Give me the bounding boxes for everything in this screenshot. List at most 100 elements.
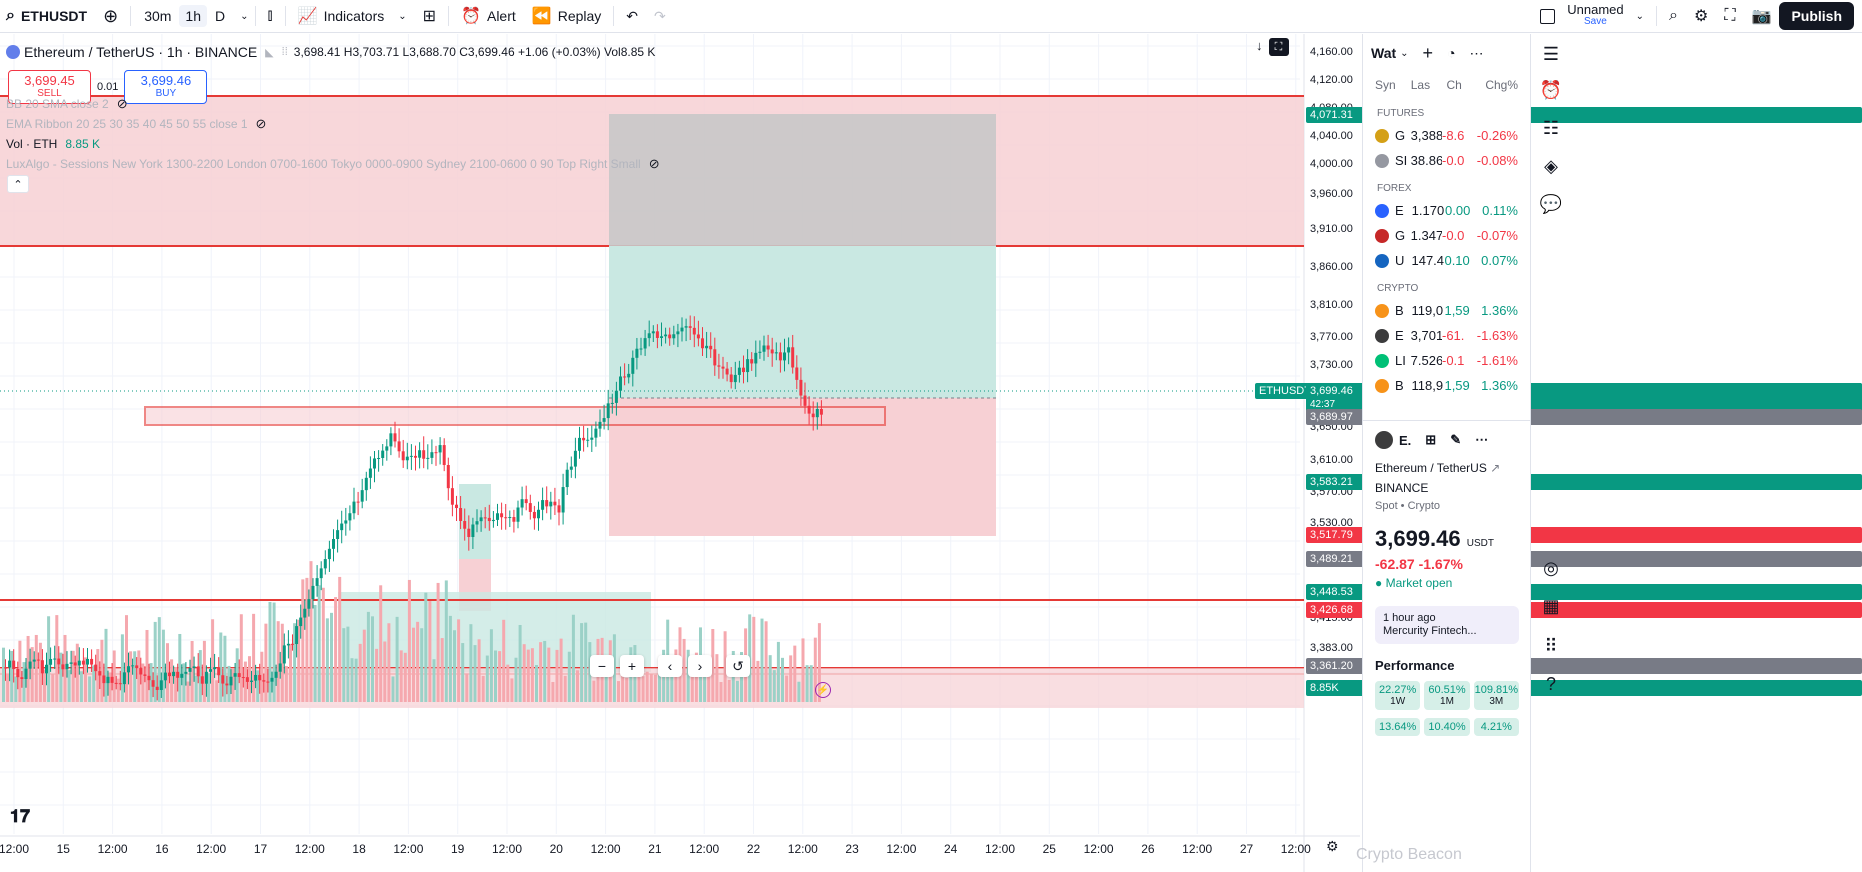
zoom-out-icon[interactable]: − [590, 655, 614, 677]
fullscreen-button[interactable]: ⛶ [1716, 0, 1743, 33]
chart-type-button[interactable]: ⫾ [260, 0, 281, 33]
watchlist-row[interactable]: E 3,701 -61. -1.63% [1363, 323, 1530, 348]
alert-button[interactable]: ⏰ Alert [453, 0, 524, 33]
timeframe-30m[interactable]: 30m [144, 8, 172, 24]
perf-cell-3m[interactable]: 109.81% 3M [1473, 681, 1519, 710]
add-symbol-icon[interactable]: + [1422, 42, 1434, 63]
reset-icon[interactable]: ↺ [726, 655, 750, 677]
scroll-down-icon[interactable]: ↓ [1256, 38, 1263, 53]
chevron-down-icon[interactable]: ⌄ [1635, 10, 1644, 22]
perf-cell-1w[interactable]: 22.27% 1W [1375, 681, 1421, 710]
watchlist-title[interactable]: Wat [1371, 45, 1397, 61]
lightning-icon[interactable]: ⚡ [815, 682, 831, 698]
apps-icon[interactable]: ⠿ [1544, 635, 1558, 656]
help-icon[interactable]: ? [1545, 673, 1556, 694]
indicators-button[interactable]: 📈 Indicators ⌄ [290, 0, 415, 33]
chart-pane[interactable] [0, 34, 1548, 872]
watchlist-group-crypto[interactable]: CRYPTO [1377, 283, 1419, 294]
details-symbol[interactable]: E. [1375, 431, 1411, 449]
symbol-search[interactable]: ⌕ ETHUSDT [0, 0, 95, 33]
column-change-pct[interactable]: Chg% [1485, 78, 1518, 92]
watchlist-row[interactable]: G 1.347 -0.0 -0.07% [1363, 223, 1530, 248]
watchlist-group-forex[interactable]: FOREX [1377, 183, 1412, 194]
perf-cell-1m[interactable]: 60.51% 1M [1424, 681, 1470, 710]
add-list-icon[interactable]: ☷ [1542, 117, 1560, 138]
eye-off-icon[interactable]: ⊘ [255, 116, 267, 131]
candle-body [795, 367, 799, 380]
news-item[interactable]: 1 hour ago Mercurity Fintech... [1375, 606, 1519, 644]
row-change: -8.6 [1441, 128, 1465, 143]
zoom-in-icon[interactable]: + [620, 655, 644, 677]
scroll-left-icon[interactable]: ‹ [658, 655, 682, 677]
snapshot-button[interactable]: 📷 [1744, 0, 1780, 33]
volume-bar [379, 585, 383, 702]
eye-off-icon[interactable]: ⊘ [648, 156, 660, 171]
watchlist-row[interactable]: U 147.4 0.10 0.07% [1363, 248, 1530, 273]
fullscreen-icon[interactable]: ⛶ [1268, 38, 1289, 56]
perf-cell[interactable]: 4.21% [1473, 718, 1519, 736]
sell-button[interactable]: 3,699.45 SELL [8, 70, 91, 104]
watchlist-row[interactable]: G 3,388 -8.6 -0.26% [1363, 123, 1530, 148]
publish-button[interactable]: Publish [1779, 2, 1854, 30]
indicator-bb[interactable]: BB 20 SMA close 2 ⊘ [6, 96, 128, 112]
candle-body [393, 433, 397, 442]
volume-bar [145, 629, 149, 702]
indicator-luxalgo[interactable]: LuxAlgo - Sessions New York 1300-2200 Lo… [6, 156, 660, 172]
buy-button[interactable]: 3,699.46 BUY [124, 70, 208, 104]
volume-bar [18, 640, 22, 702]
collapse-legend-button[interactable]: ⌃ [7, 175, 29, 193]
grid-icon[interactable]: ⊞ [1425, 432, 1437, 447]
perf-cell[interactable]: 13.64% [1375, 718, 1421, 736]
chevron-down-icon[interactable]: ⌄ [398, 10, 407, 22]
flag-icon[interactable]: ◣ [265, 46, 274, 59]
watchlist-row[interactable]: LI 7.526 -0.1 -1.61% [1363, 348, 1530, 373]
layout-selector[interactable]: Unnamed Save ⌄ [1532, 0, 1652, 33]
more-icon[interactable]: ⋯ [1475, 432, 1489, 447]
candle-body [737, 367, 741, 375]
chevron-down-icon[interactable]: ⌄ [240, 10, 249, 22]
timeframe-d[interactable]: D [215, 8, 226, 24]
eye-off-icon[interactable]: ⊘ [116, 96, 128, 111]
calendar-icon[interactable]: ▦ [1542, 595, 1560, 616]
candle-body [811, 413, 815, 418]
column-change[interactable]: Ch [1446, 78, 1462, 92]
watchlist-group-futures[interactable]: FUTURES [1377, 108, 1425, 119]
scroll-right-icon[interactable]: › [688, 655, 712, 677]
more-icon[interactable]: ⋯ [1469, 44, 1484, 61]
indicator-vol[interactable]: Vol · ETH 8.85 K [6, 137, 100, 151]
alarm-clock-icon[interactable]: ⏰ [1539, 79, 1563, 100]
settings-button[interactable]: ⚙ [1686, 0, 1716, 33]
watchlist-row[interactable]: SI 38.86 -0.0 -0.08% [1363, 148, 1530, 173]
watchlist-row[interactable]: B 119,0 1,59 1.36% [1363, 298, 1530, 323]
quick-search-button[interactable]: ⌕ [1661, 0, 1686, 33]
price-chart[interactable] [0, 34, 1360, 872]
perf-cell[interactable]: 10.40% [1424, 718, 1470, 736]
watchlist-icon[interactable]: ☰ [1542, 43, 1560, 64]
target-icon[interactable]: ◎ [1543, 557, 1559, 578]
layers-icon[interactable]: ◈ [1544, 155, 1558, 176]
column-last[interactable]: Las [1410, 78, 1431, 92]
more-icon[interactable]: ⁞⁞ [281, 46, 288, 58]
volume-bar [645, 671, 649, 702]
chart-pie-icon[interactable]: ◔ [1447, 45, 1456, 61]
watchlist-row[interactable]: E 1.170 0.00 0.11% [1363, 198, 1530, 223]
volume-bar [395, 616, 399, 702]
undo-button[interactable]: ↶ [618, 0, 646, 33]
column-symbol[interactable]: Syn [1375, 78, 1396, 92]
timeframe-1h[interactable]: 1h [179, 5, 207, 27]
compare-button[interactable]: ⊕ [95, 0, 126, 33]
volume-bar [735, 680, 739, 702]
layouts-button[interactable]: ⊞ [415, 0, 444, 33]
row-change-pct: -1.63% [1476, 328, 1518, 343]
details-name[interactable]: Ethereum / TetherUS ↗ [1375, 461, 1519, 475]
watchlist-row[interactable]: B 118,9 1,59 1.36% [1363, 373, 1530, 398]
replay-button[interactable]: ⏪ Replay [524, 0, 610, 33]
indicator-ema[interactable]: EMA Ribbon 20 25 30 35 40 45 50 55 close… [6, 116, 266, 132]
edit-icon[interactable]: ✎ [1450, 432, 1462, 447]
chevron-down-icon[interactable]: ⌄ [1400, 47, 1409, 59]
redo-button[interactable]: ↷ [646, 0, 674, 33]
candle-body [701, 338, 704, 349]
volume-bar [403, 652, 407, 702]
settings-icon[interactable]: ⚙ [1326, 838, 1339, 854]
chat-icon[interactable]: 💬 [1539, 193, 1563, 214]
